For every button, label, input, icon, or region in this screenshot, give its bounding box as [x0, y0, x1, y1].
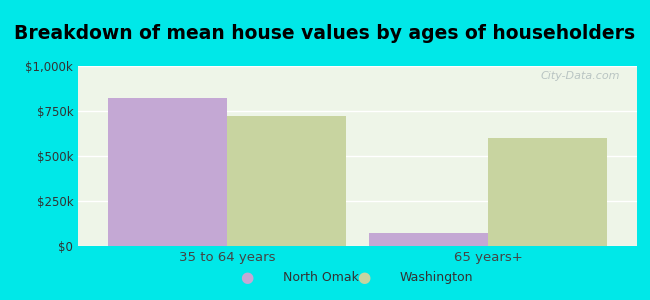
- Text: ●: ●: [240, 270, 254, 285]
- Text: North Omak: North Omak: [283, 271, 359, 284]
- Bar: [488, 138, 607, 246]
- Bar: [108, 98, 227, 246]
- Text: City-Data.com: City-Data.com: [541, 71, 620, 81]
- Bar: [369, 232, 488, 246]
- Text: Washington: Washington: [400, 271, 473, 284]
- Text: Breakdown of mean house values by ages of householders: Breakdown of mean house values by ages o…: [14, 24, 636, 43]
- Bar: [227, 116, 346, 246]
- Text: ●: ●: [358, 270, 370, 285]
